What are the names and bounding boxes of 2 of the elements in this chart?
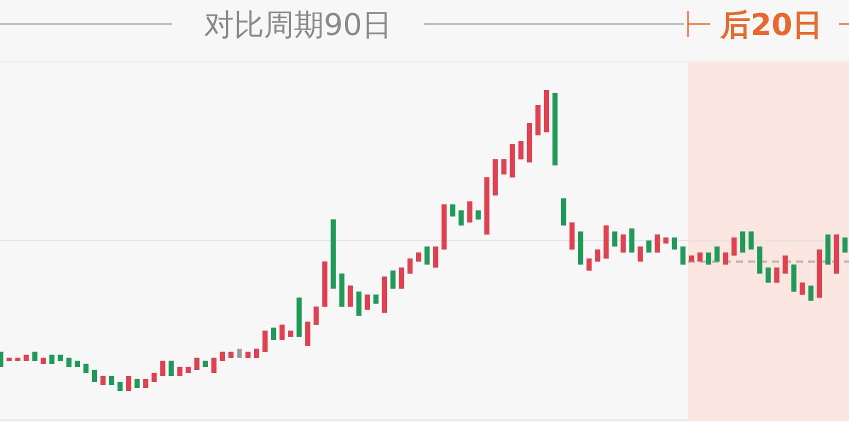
band-label: 后20日 [720,8,822,43]
title: 对比周期90日 [204,8,392,43]
